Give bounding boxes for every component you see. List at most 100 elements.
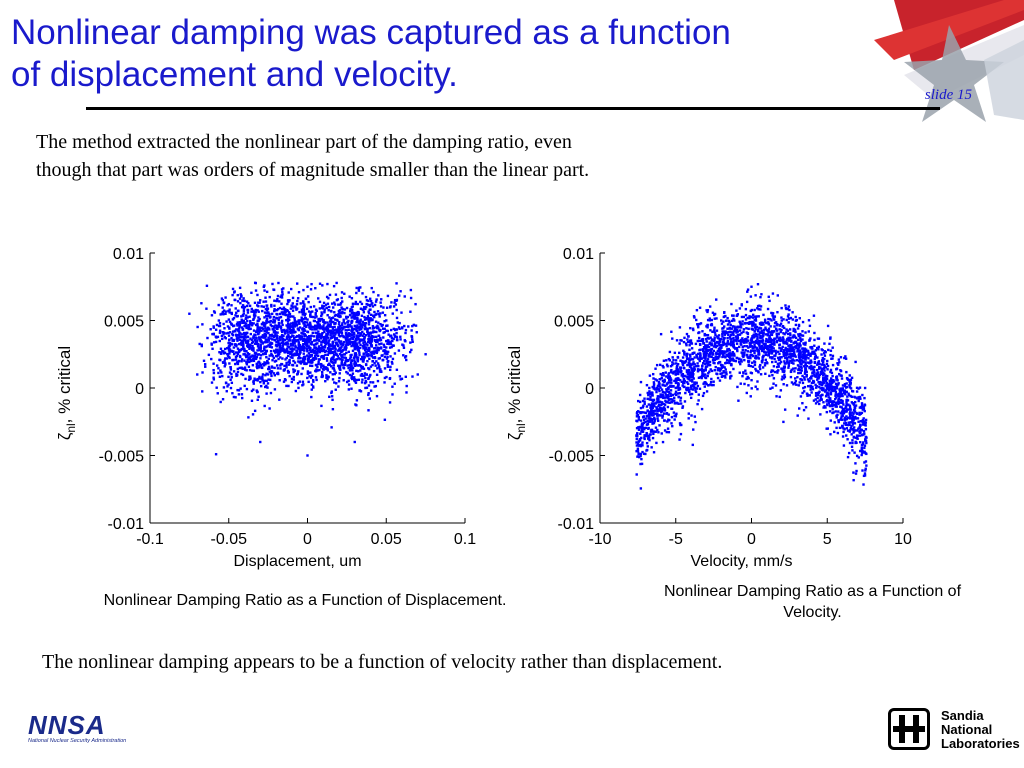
scatter-point: [353, 352, 357, 355]
scatter-point: [318, 307, 321, 310]
scatter-point: [785, 339, 788, 342]
scatter-point: [239, 293, 242, 296]
scatter-point: [385, 339, 388, 343]
scatter-point: [717, 357, 720, 360]
scatter-point: [765, 337, 768, 341]
scatter-point: [706, 326, 709, 329]
scatter-point: [790, 349, 793, 353]
scatter-point: [251, 354, 254, 357]
scatter-point: [278, 306, 282, 310]
scatter-point: [860, 420, 863, 423]
scatter-point: [799, 371, 802, 375]
scatter-point: [782, 365, 786, 369]
scatter-point: [636, 399, 640, 403]
scatter-point: [828, 410, 832, 413]
scatter-point: [265, 345, 269, 348]
scatter-point: [729, 377, 732, 380]
scatter-point: [715, 352, 718, 356]
scatter-point: [327, 297, 330, 300]
scatter-point: [320, 349, 323, 352]
scatter-point: [813, 357, 816, 361]
scatter-point: [831, 363, 835, 367]
scatter-point: [323, 344, 327, 348]
scatter-point: [353, 440, 356, 444]
scatter-point: [271, 366, 274, 369]
scatter-point: [673, 351, 677, 355]
scatter-point: [685, 369, 689, 372]
scatter-point: [732, 337, 735, 340]
scatter-point: [355, 369, 358, 373]
scatter-point: [224, 310, 227, 313]
scatter-point: [847, 393, 851, 397]
scatter-point: [368, 338, 371, 342]
scatter-point: [729, 375, 732, 378]
scatter-point: [658, 389, 661, 393]
scatter-point: [344, 338, 348, 341]
scatter-point: [828, 379, 832, 383]
scatter-point: [656, 387, 659, 391]
scatter-point: [359, 364, 363, 368]
scatter-point: [276, 294, 280, 298]
scatter-point: [286, 326, 290, 329]
scatter-point: [796, 364, 800, 367]
scatter-point: [205, 307, 208, 310]
scatter-point: [286, 342, 290, 345]
scatter-point: [826, 374, 829, 378]
scatter-point: [814, 398, 817, 401]
scatter-point: [379, 338, 383, 342]
scatter-point: [360, 323, 363, 326]
scatter-point: [315, 368, 318, 371]
scatter-point: [310, 364, 314, 368]
scatter-point: [292, 321, 295, 325]
scatter-point: [823, 369, 826, 372]
scatter-point: [228, 311, 231, 314]
scatter-point: [848, 379, 851, 382]
scatter-point: [771, 312, 775, 315]
scatter-point: [371, 381, 375, 384]
scatter-point: [829, 419, 832, 422]
scatter-point: [280, 362, 283, 366]
scatter-point: [365, 386, 369, 389]
scatter-point: [230, 381, 234, 385]
scatter-point: [385, 329, 388, 332]
scatter-point: [685, 370, 689, 374]
scatter-point: [304, 334, 307, 337]
scatter-point: [799, 377, 802, 381]
scatter-point: [728, 326, 731, 330]
scatter-point: [668, 398, 672, 401]
scatter-point: [375, 338, 379, 342]
scatter-point: [254, 330, 258, 333]
scatter-point: [230, 376, 233, 379]
scatter-point: [256, 339, 259, 342]
scatter-point: [333, 336, 337, 340]
scatter-point: [773, 318, 776, 321]
scatter-point: [321, 374, 324, 378]
scatter-point: [710, 377, 713, 381]
scatter-point: [358, 351, 361, 354]
scatter-point: [858, 430, 861, 433]
scatter-point: [258, 377, 261, 380]
scatter-point: [260, 366, 264, 370]
x-tick-label: -0.05: [211, 531, 248, 548]
scatter-point: [652, 409, 655, 413]
scatter-point: [806, 349, 810, 353]
scatter-point: [201, 323, 204, 326]
scatter-point: [777, 369, 780, 372]
scatter-point: [676, 355, 680, 359]
scatter-point: [678, 422, 682, 425]
scatter-point: [252, 317, 255, 321]
scatter-point: [830, 383, 833, 386]
scatter-point: [403, 356, 407, 359]
scatter-point: [662, 366, 665, 369]
scatter-point: [339, 301, 343, 305]
scatter-point: [673, 414, 676, 418]
scatter-point: [395, 328, 399, 331]
scatter-point: [235, 328, 238, 331]
scatter-point: [854, 440, 857, 444]
scatter-point: [863, 409, 866, 413]
scatter-point: [253, 312, 256, 315]
scatter-point: [247, 353, 250, 356]
scatter-point: [646, 397, 649, 401]
scatter-point: [838, 361, 841, 364]
scatter-point: [242, 339, 245, 342]
